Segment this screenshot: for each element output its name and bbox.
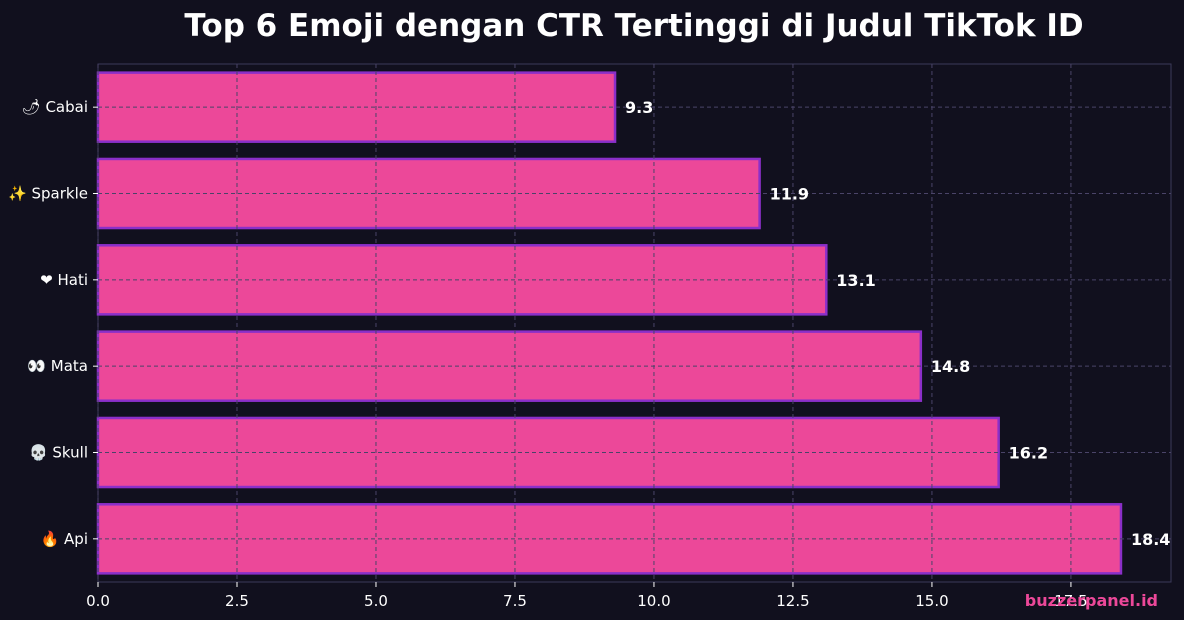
plot-area: 0.0 2.5 5.0 7.5 10.0 12.5 15.0 17.5 🌶 Cabai ✨ Spa… [8,63,1172,610]
x-tick-label-4: 10.0 [637,592,670,610]
x-tick-label-2: 5.0 [364,592,388,610]
x-tick-label-3: 7.5 [503,592,527,610]
data-label-2: 13.1 [836,271,875,290]
y-tick-label-4: 💀 Skull [29,444,88,462]
bar-3 [96,330,923,402]
y-tick-label-0: 🌶 Cabai [22,98,88,116]
data-label-4: 16.2 [1009,444,1048,463]
y-tick-label-1: ✨ Sparkle [8,185,88,203]
data-label-0: 9.3 [625,98,653,117]
x-tick-label-7: 17.5 [1054,592,1087,610]
y-tick-label-5: 🔥 Api [41,530,88,548]
x-tick-label-5: 12.5 [776,592,809,610]
watermark-text: buzzerpanel.id [1025,591,1158,610]
y-tick-label-3: 👀 Mata [27,357,88,375]
x-tick-label-6: 15.0 [915,592,948,610]
x-tick-label-1: 2.5 [225,592,249,610]
data-label-1: 11.9 [770,185,809,204]
data-label-5: 18.4 [1131,530,1170,549]
y-tick-label-2: ❤ Hati [40,271,88,289]
data-label-3: 14.8 [931,357,970,376]
x-tick-label-0: 0.0 [86,592,110,610]
chart-title: Top 6 Emoji dengan CTR Tertinggi di Judu… [184,8,1083,44]
